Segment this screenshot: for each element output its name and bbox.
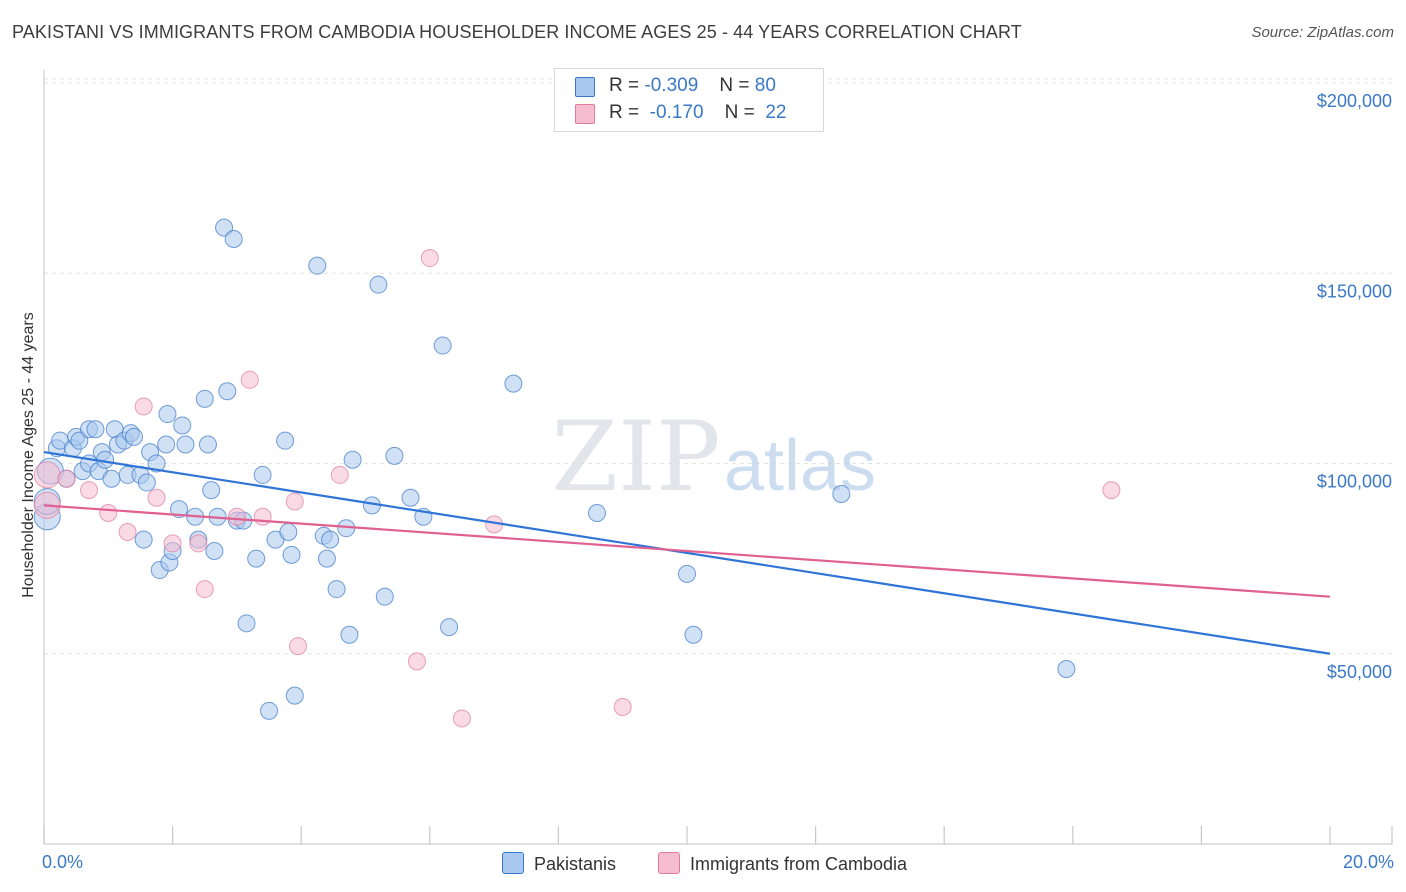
pakistani-point — [678, 564, 696, 583]
chart-title: PAKISTANI VS IMMIGRANTS FROM CAMBODIA HO… — [12, 22, 1022, 42]
pakistani-trend-line — [43, 451, 1331, 655]
y-tick-label: $200,000 — [1317, 91, 1392, 111]
pakistani-point — [173, 416, 192, 435]
cambodia-point — [118, 523, 137, 541]
legend-n-label: N = — [719, 75, 750, 96]
cambodia-point — [253, 507, 272, 526]
trend-layer — [43, 451, 1331, 655]
pakistani-point — [433, 336, 452, 355]
cambodia-point — [57, 469, 76, 488]
cambodia-point — [240, 370, 259, 389]
watermark: ZIP atlas — [551, 401, 876, 513]
cambodia-point — [285, 492, 304, 511]
pakistani-point — [440, 618, 459, 637]
pakistani-point — [260, 701, 279, 720]
pakistani-point — [385, 446, 404, 465]
cambodia-point — [288, 637, 307, 656]
pakistani-point — [832, 484, 851, 503]
pakistani-point — [137, 473, 156, 492]
pakistani-point — [157, 435, 176, 454]
pakistani-point — [504, 374, 523, 393]
cambodia-point — [330, 465, 349, 484]
y-tick-label: $150,000 — [1317, 281, 1392, 301]
y-tick-labels: $50,000 $100,000 $150,000 $200,000 — [1317, 91, 1392, 682]
pakistani-point — [198, 435, 217, 454]
x-tick-max: 20.0% — [1342, 852, 1394, 872]
cambodia-point — [99, 503, 118, 522]
cambodia-point — [33, 461, 61, 489]
legend-label-cambodia: Immigrants from Cambodia — [690, 854, 908, 874]
y-tick-label: $50,000 — [1327, 662, 1392, 682]
legend-label-pakistanis: Pakistanis — [534, 854, 617, 874]
pakistani-point — [134, 530, 153, 549]
pakistani-point — [170, 500, 189, 519]
source-credit: Source: ZipAtlas.com — [1251, 24, 1394, 41]
pakistani-point — [253, 465, 272, 484]
pakistani-point — [202, 481, 221, 500]
pakistani-point — [279, 523, 298, 541]
pakistani-point — [102, 469, 121, 488]
x-tick-min: 0.0% — [42, 852, 84, 872]
grid-layer — [44, 78, 1392, 655]
pakistani-point — [308, 256, 327, 275]
pakistani-point — [176, 435, 195, 454]
watermark-atlas: atlas — [724, 426, 876, 506]
watermark-zip: ZIP — [551, 401, 720, 513]
pakistani-point — [317, 549, 336, 568]
legend-r-value: -0.170 — [649, 102, 704, 123]
legend-swatch-cambodia — [575, 104, 595, 124]
cambodia-trend-line — [43, 504, 1331, 598]
cambodia-point — [452, 709, 471, 728]
y-tick-label: $100,000 — [1317, 472, 1392, 492]
legend-swatch-pakistanis — [502, 852, 524, 874]
stats-legend: R = -0.309 N = 80 R = -0.170 N = 22 — [554, 68, 824, 132]
legend-item-cambodia[interactable]: Immigrants from Cambodia — [658, 852, 907, 875]
pakistani-point — [205, 542, 224, 561]
legend-n-label: N = — [724, 102, 755, 123]
pakistani-point — [321, 530, 340, 549]
cambodia-point — [195, 580, 214, 599]
legend-swatch-pakistanis — [575, 77, 595, 97]
cambodia-point — [163, 534, 182, 553]
pakistani-point — [1057, 659, 1076, 678]
pakistani-point — [369, 275, 388, 294]
pakistani-point — [276, 431, 295, 450]
legend-swatch-cambodia — [658, 852, 680, 874]
pakistani-point — [158, 405, 177, 424]
cambodia-point — [420, 249, 439, 268]
legend-r-label: R = — [609, 75, 640, 96]
pakistani-point — [147, 454, 166, 473]
cambodia-point — [189, 534, 208, 553]
legend-r-label: R = — [609, 102, 640, 123]
pakistani-point — [125, 427, 144, 446]
pakistani-point — [684, 625, 703, 644]
pakistani-point — [282, 545, 301, 564]
pakistani-point — [285, 686, 304, 705]
cambodia-point — [1102, 481, 1121, 500]
cambodia-point — [227, 507, 246, 526]
pakistani-point — [587, 503, 606, 522]
pakistani-point — [237, 614, 256, 633]
legend-n-value: 22 — [765, 102, 787, 123]
pakistani-point — [327, 580, 346, 599]
cambodia-point — [147, 488, 166, 507]
pakistani-point — [224, 230, 243, 249]
pakistani-point — [195, 389, 214, 408]
pakistani-point — [247, 549, 266, 568]
pakistani-point — [401, 488, 420, 507]
cambodia-point — [613, 698, 632, 717]
cambodia-point — [134, 397, 153, 416]
axis-layer — [43, 70, 1393, 845]
legend-item-pakistanis[interactable]: Pakistanis — [502, 852, 616, 875]
pakistani-point — [343, 450, 362, 469]
cambodia-point — [407, 652, 426, 671]
cambodia-point — [80, 481, 99, 500]
legend-r-value: -0.309 — [644, 75, 699, 96]
pakistani-point — [375, 587, 394, 606]
pakistani-point — [340, 625, 359, 644]
pakistani-point — [86, 420, 105, 439]
pakistani-point — [218, 382, 237, 401]
legend-n-value: 80 — [754, 75, 776, 96]
